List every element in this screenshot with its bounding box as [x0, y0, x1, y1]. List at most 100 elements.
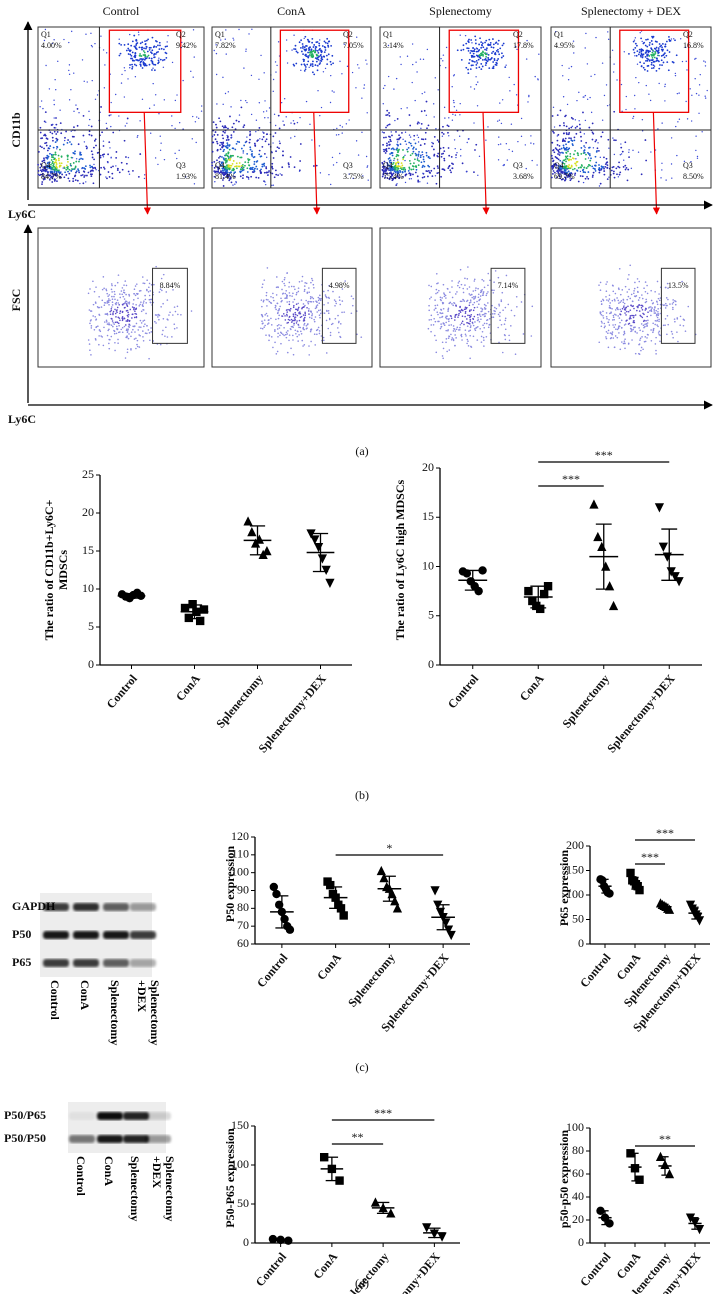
panel-label: (a): [355, 444, 368, 458]
event-dot: [142, 50, 145, 52]
event-dot: [650, 151, 652, 153]
event-dot: [553, 126, 556, 128]
event-dot: [400, 63, 402, 66]
event-dot: [467, 47, 470, 50]
event-dot: [397, 165, 399, 168]
event-dot: [55, 127, 57, 129]
event-dot: [462, 44, 465, 47]
event-dot: [584, 119, 587, 122]
event-dot: [434, 299, 436, 301]
event-dot: [554, 147, 557, 150]
event-dot: [487, 326, 490, 329]
event-dot: [635, 44, 638, 47]
event-dot: [115, 151, 118, 153]
event-dot: [262, 300, 265, 303]
event-dot: [274, 304, 277, 307]
event-dot: [174, 310, 177, 313]
event-dot: [603, 167, 605, 170]
blot-band: [130, 931, 156, 939]
event-dot: [303, 319, 306, 322]
event-dot: [255, 130, 257, 133]
event-dot: [442, 133, 445, 135]
event-dot: [484, 308, 486, 310]
event-dot: [402, 158, 405, 161]
event-dot: [459, 310, 461, 312]
quadrant-percent: 4.95%: [554, 41, 575, 50]
data-point: [262, 545, 272, 556]
event-dot: [233, 39, 235, 41]
quadrant-name: Q2: [343, 30, 353, 39]
event-dot: [597, 142, 599, 144]
event-dot: [592, 132, 595, 135]
event-dot: [279, 142, 281, 145]
event-dot: [410, 168, 413, 171]
event-dot: [402, 168, 405, 171]
event-dot: [92, 182, 95, 185]
event-dot: [111, 320, 114, 322]
event-dot: [405, 143, 408, 145]
event-dot: [419, 144, 422, 147]
event-dot: [355, 140, 358, 142]
event-dot: [481, 330, 484, 333]
event-dot: [395, 184, 398, 187]
event-dot: [641, 304, 643, 307]
event-dot: [451, 280, 453, 282]
event-dot: [316, 333, 318, 336]
quadrant-name: Q2: [513, 30, 523, 39]
event-dot: [655, 60, 658, 62]
event-dot: [382, 171, 385, 174]
event-dot: [312, 46, 315, 48]
event-dot: [564, 167, 567, 170]
event-dot: [158, 318, 160, 321]
event-dot: [607, 346, 610, 349]
event-dot: [441, 341, 444, 344]
event-dot: [400, 162, 403, 165]
event-dot: [295, 332, 297, 335]
y-tick-label: 10: [82, 581, 94, 595]
event-dot: [363, 84, 366, 86]
event-dot: [341, 300, 344, 302]
event-dot: [327, 302, 329, 304]
event-dot: [41, 168, 44, 171]
event-dot: [131, 51, 134, 54]
event-dot: [578, 91, 580, 94]
event-dot: [605, 336, 607, 338]
event-dot: [622, 333, 625, 336]
event-dot: [54, 151, 57, 154]
event-dot: [666, 315, 669, 317]
event-dot: [391, 174, 394, 177]
event-dot: [121, 287, 124, 289]
event-dot: [258, 149, 261, 152]
event-dot: [614, 309, 617, 311]
event-dot: [445, 321, 447, 324]
event-dot: [486, 47, 488, 50]
event-dot: [46, 156, 49, 159]
event-dot: [269, 301, 272, 304]
event-dot: [267, 143, 270, 146]
event-dot: [162, 59, 164, 62]
event-dot: [113, 295, 115, 298]
event-dot: [318, 330, 321, 332]
event-dot: [650, 59, 653, 62]
event-dot: [446, 317, 448, 320]
panel-label: (d): [355, 1276, 369, 1290]
event-dot: [435, 182, 438, 185]
event-dot: [664, 324, 666, 327]
event-dot: [463, 308, 466, 311]
event-dot: [396, 149, 399, 151]
event-dot: [407, 169, 410, 172]
event-dot: [670, 330, 673, 333]
event-dot: [78, 160, 80, 163]
event-dot: [298, 334, 300, 336]
event-dot: [81, 174, 84, 176]
event-dot: [87, 339, 90, 341]
event-dot: [643, 287, 645, 290]
event-dot: [676, 317, 679, 319]
event-dot: [346, 65, 349, 68]
event-dot: [467, 314, 469, 317]
event-dot: [695, 92, 698, 95]
event-dot: [231, 154, 234, 157]
event-dot: [453, 139, 456, 141]
event-dot: [246, 167, 249, 170]
event-dot: [423, 165, 426, 168]
